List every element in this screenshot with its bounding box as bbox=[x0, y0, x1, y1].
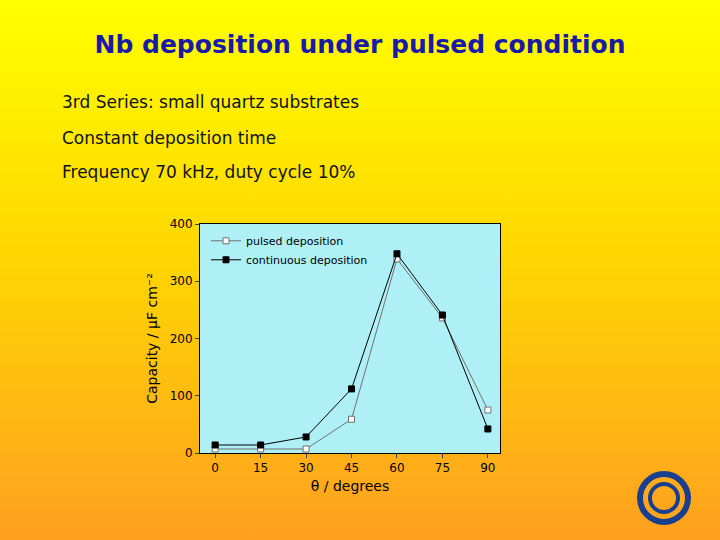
html-text:Constant deposition time: Constant deposition time bbox=[62, 128, 277, 148]
svg-text:45: 45 bbox=[344, 461, 359, 475]
svg-text:15: 15 bbox=[253, 461, 268, 475]
svg-text:400: 400 bbox=[170, 217, 193, 231]
html-text:Frequency 70 kHz, duty cycle 1: Frequency 70 kHz, duty cycle 10% bbox=[62, 162, 356, 182]
svg-text:θ / degrees: θ / degrees bbox=[311, 478, 390, 494]
svg-text:30: 30 bbox=[298, 461, 313, 475]
svg-text:100: 100 bbox=[170, 389, 193, 403]
svg-text:60: 60 bbox=[389, 461, 404, 475]
html-text:Nb deposition under pulsed con: Nb deposition under pulsed condition bbox=[94, 30, 626, 59]
svg-text:Capacity / μF cm⁻²: Capacity / μF cm⁻² bbox=[144, 273, 160, 404]
svg-text:0: 0 bbox=[211, 461, 219, 475]
html-text:3rd Series: small quartz subst: 3rd Series: small quartz substrates bbox=[62, 92, 360, 112]
svg-text:0: 0 bbox=[185, 446, 193, 460]
svg-text:pulsed deposition: pulsed deposition bbox=[246, 235, 343, 248]
svg-text:200: 200 bbox=[170, 332, 193, 346]
svg-text:75: 75 bbox=[435, 461, 450, 475]
svg-text:90: 90 bbox=[480, 461, 495, 475]
svg-text:300: 300 bbox=[170, 274, 193, 288]
svg-text:continuous deposition: continuous deposition bbox=[246, 254, 367, 267]
